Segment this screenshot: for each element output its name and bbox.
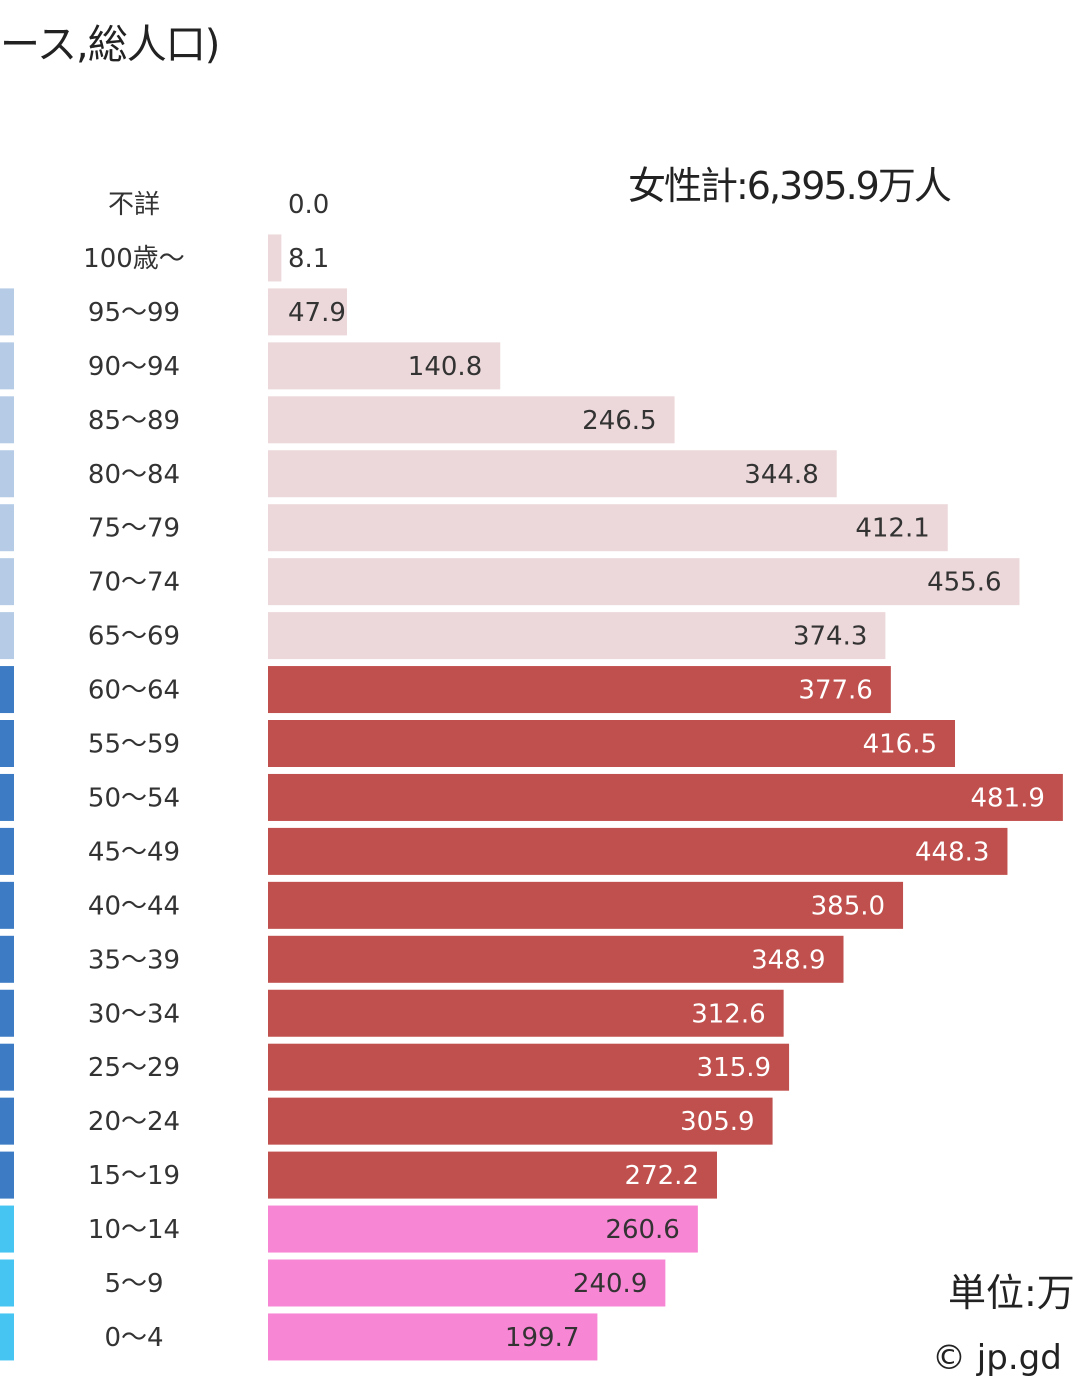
value-label: 305.9 bbox=[680, 1107, 754, 1137]
value-label: 416.5 bbox=[863, 730, 937, 760]
female-bar bbox=[268, 1205, 698, 1253]
unit-label: 単位:万 bbox=[948, 1271, 1075, 1315]
female-bar bbox=[268, 288, 348, 336]
age-group-label: 60～64 bbox=[88, 676, 180, 706]
female-total-label: 女性計:6,395.9万人 bbox=[628, 164, 952, 208]
age-group-label: 85～89 bbox=[88, 406, 180, 436]
age-group-label: 20～24 bbox=[88, 1107, 180, 1137]
age-group-label: 10～14 bbox=[88, 1215, 180, 1245]
female-bar bbox=[268, 342, 501, 390]
female-bar bbox=[268, 396, 675, 444]
female-bar bbox=[268, 1259, 666, 1307]
male-bar-edge bbox=[0, 666, 14, 714]
age-group-label: 70～74 bbox=[88, 568, 180, 598]
male-bar-edge bbox=[0, 827, 14, 875]
female-bar bbox=[268, 720, 956, 767]
chart-title-fragment: ース,総人口) bbox=[0, 22, 220, 68]
copyright-label: © jp.gd bbox=[932, 1338, 1062, 1378]
male-bar-edge bbox=[0, 612, 14, 660]
age-group-label: 25～29 bbox=[88, 1053, 180, 1083]
value-label: 374.3 bbox=[793, 622, 867, 652]
age-group-label: 65～69 bbox=[88, 622, 180, 652]
value-label: 240.9 bbox=[573, 1269, 647, 1299]
value-label: 199.7 bbox=[505, 1323, 579, 1353]
male-bar-edge bbox=[0, 288, 14, 336]
male-bar-edge bbox=[0, 1043, 14, 1091]
female-bar bbox=[268, 450, 837, 498]
age-group-label: 95～99 bbox=[88, 298, 180, 328]
age-group-label: 0～4 bbox=[104, 1323, 163, 1353]
male-bar-edge bbox=[0, 1151, 14, 1199]
male-bar-edge bbox=[0, 773, 14, 821]
age-group-label: 35～39 bbox=[88, 945, 180, 975]
age-group-label: 40～44 bbox=[88, 891, 180, 921]
male-bar-edge bbox=[0, 881, 14, 929]
value-label: 140.8 bbox=[408, 352, 482, 382]
value-label: 455.6 bbox=[927, 568, 1001, 598]
male-bar-edge bbox=[0, 989, 14, 1037]
value-label: 481.9 bbox=[970, 783, 1044, 813]
age-group-label: 90～94 bbox=[88, 352, 180, 382]
age-group-label: 不詳 bbox=[108, 190, 160, 220]
value-label: 448.3 bbox=[915, 837, 989, 867]
female-bar bbox=[268, 504, 948, 552]
value-label: 377.6 bbox=[798, 676, 872, 706]
female-bar bbox=[268, 666, 891, 714]
value-label: 344.8 bbox=[744, 460, 818, 490]
value-label: 315.9 bbox=[697, 1053, 771, 1083]
female-bar bbox=[268, 989, 784, 1037]
value-label: 246.5 bbox=[582, 406, 656, 436]
female-bar bbox=[268, 1043, 790, 1091]
male-bar-edge bbox=[0, 396, 14, 444]
value-label: 312.6 bbox=[691, 999, 765, 1029]
female-bar bbox=[268, 558, 1020, 606]
value-label: 8.1 bbox=[288, 244, 329, 274]
female-bar bbox=[268, 1313, 598, 1361]
value-label: 260.6 bbox=[605, 1215, 679, 1245]
male-bar-edge bbox=[0, 1097, 14, 1145]
male-bar-edge bbox=[0, 935, 14, 983]
female-bar bbox=[268, 612, 886, 660]
female-bar bbox=[268, 1151, 717, 1199]
female-bar bbox=[268, 1097, 773, 1145]
male-bar-edge bbox=[0, 720, 14, 767]
age-group-label: 100歳～ bbox=[83, 244, 185, 274]
value-label: 0.0 bbox=[288, 190, 329, 220]
value-label: 385.0 bbox=[811, 891, 885, 921]
male-bar-edge bbox=[0, 450, 14, 498]
male-bar-edge bbox=[0, 1313, 14, 1361]
female-bar bbox=[268, 773, 1063, 821]
age-group-label: 30～34 bbox=[88, 999, 180, 1029]
value-label: 47.9 bbox=[288, 298, 346, 328]
age-group-label: 75～79 bbox=[88, 514, 180, 544]
female-bar bbox=[268, 881, 904, 929]
female-bar bbox=[268, 234, 282, 282]
male-bar-edge bbox=[0, 504, 14, 552]
age-group-label: 80～84 bbox=[88, 460, 180, 490]
male-bar-edge bbox=[0, 1259, 14, 1307]
male-bar-edge bbox=[0, 342, 14, 390]
male-bar-edge bbox=[0, 1205, 14, 1253]
female-bar bbox=[268, 827, 1008, 875]
age-group-label: 15～19 bbox=[88, 1161, 180, 1191]
age-group-label: 50～54 bbox=[88, 783, 180, 813]
value-label: 348.9 bbox=[751, 945, 825, 975]
male-bar-edge bbox=[0, 558, 14, 606]
age-group-label: 5～9 bbox=[104, 1269, 163, 1299]
age-group-label: 55～59 bbox=[88, 730, 180, 760]
value-label: 412.1 bbox=[855, 514, 929, 544]
female-bar bbox=[268, 935, 844, 983]
age-group-label: 45～49 bbox=[88, 837, 180, 867]
value-label: 272.2 bbox=[625, 1161, 699, 1191]
